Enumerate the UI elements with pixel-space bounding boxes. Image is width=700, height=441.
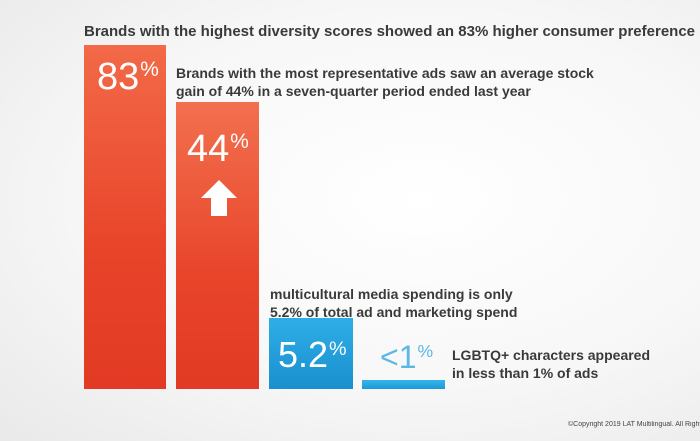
data-label-less-than-1: <1% [380, 339, 434, 375]
annotation-stock-gain-line-1: Brands with the most representative ads … [176, 65, 594, 81]
annotation-lgbtq: LGBTQ+ characters appeared in less than … [452, 346, 650, 382]
data-label-44: 44% [187, 128, 249, 170]
bar-diversity-preference [84, 45, 166, 389]
annotation-multicultural-line-2: 5.2% of total ad and marketing spend [270, 304, 518, 320]
bar-stock-gain [176, 102, 259, 389]
up-arrow-icon [201, 180, 237, 216]
data-label-83: 83% [97, 56, 159, 98]
annotation-stock-gain-line-2: gain of 44% in a seven-quarter period en… [176, 83, 531, 99]
annotation-lgbtq-line-1: LGBTQ+ characters appeared [452, 347, 651, 363]
bar-multicultural-spend [269, 318, 353, 389]
chart-title: Brands with the highest diversity scores… [84, 23, 696, 40]
data-label-5-2: 5.2% [278, 334, 347, 375]
annotation-multicultural-line-1: multicultural media spending is only [270, 286, 513, 302]
bar-lgbtq-ads [362, 380, 445, 389]
copyright-notice: ©Copyright 2019 LAT Multilingual. All Ri… [568, 421, 700, 428]
annotation-stock-gain: Brands with the most representative ads … [176, 64, 594, 100]
annotation-multicultural: multicultural media spending is only 5.2… [270, 285, 517, 321]
annotation-lgbtq-line-2: in less than 1% of ads [452, 365, 599, 381]
